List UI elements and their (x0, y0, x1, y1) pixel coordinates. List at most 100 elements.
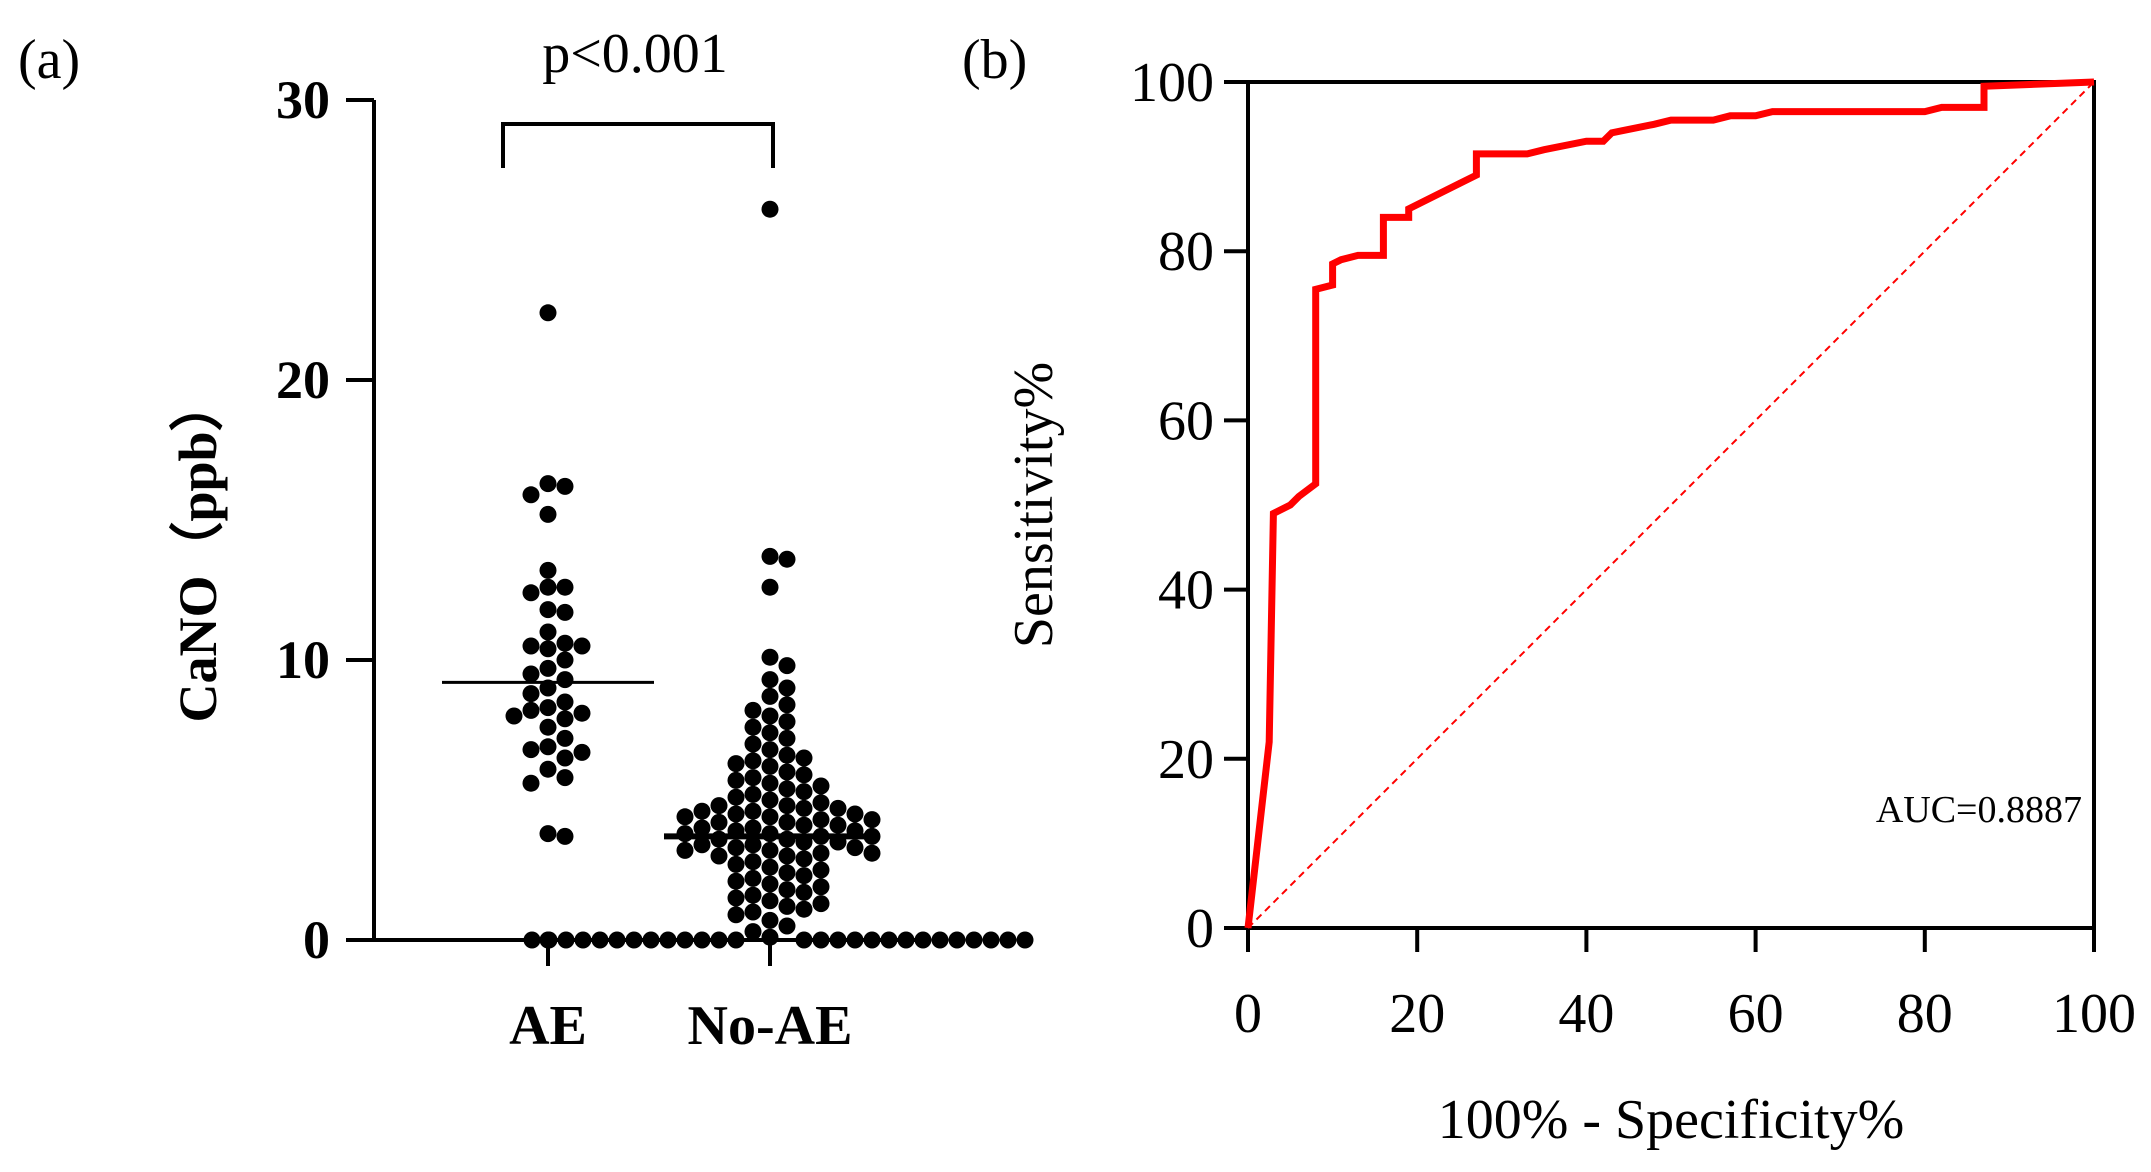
data-point (642, 931, 660, 949)
reference-diagonal (1247, 81, 2095, 929)
significance-bracket (501, 122, 775, 168)
data-point (539, 760, 557, 778)
data-point (727, 855, 745, 873)
data-point (778, 813, 796, 831)
y-tick-label-b: 60 (1158, 390, 1214, 452)
data-point (778, 657, 796, 675)
data-point (1016, 931, 1034, 949)
data-point (727, 771, 745, 789)
data-point (522, 486, 540, 504)
data-point (795, 799, 813, 817)
data-point (948, 931, 966, 949)
x-tick-label-b: 20 (1389, 983, 1445, 1045)
data-point (829, 816, 847, 834)
data-point (761, 757, 779, 775)
x-tick-label-b: 100 (2052, 983, 2136, 1045)
data-point (795, 850, 813, 868)
data-point (795, 749, 813, 767)
data-point (744, 853, 762, 871)
data-point (573, 743, 591, 761)
p-value-annotation: p<0.001 (542, 23, 728, 85)
data-point (761, 578, 779, 596)
data-point (812, 844, 830, 862)
y-tick-label-a: 10 (276, 630, 330, 690)
y-tick-label-b: 0 (1186, 898, 1214, 960)
data-point (778, 780, 796, 798)
x-tick-label-b: 60 (1728, 983, 1784, 1045)
data-point (761, 858, 779, 876)
data-point (573, 704, 591, 722)
data-point (744, 701, 762, 719)
data-point (863, 811, 881, 829)
data-point (795, 766, 813, 784)
roc-curve (1244, 78, 2095, 929)
data-point (659, 931, 677, 949)
y-axis-title-b: Sensitivity% (1003, 362, 1065, 648)
plot-frame-b (1246, 80, 2096, 930)
data-point (539, 601, 557, 619)
data-point (676, 841, 694, 859)
data-point (795, 867, 813, 885)
data-point (999, 931, 1017, 949)
data-point (744, 769, 762, 787)
data-point (812, 794, 830, 812)
data-point (761, 741, 779, 759)
data-point (727, 839, 745, 857)
data-point (676, 808, 694, 826)
data-point (744, 836, 762, 854)
y-tick-label-a: 0 (303, 910, 330, 970)
data-point (727, 788, 745, 806)
data-point (761, 892, 779, 910)
data-point (727, 906, 745, 924)
data-point (539, 561, 557, 579)
data-point (693, 819, 711, 837)
data-point (556, 769, 574, 787)
data-point (914, 931, 932, 949)
data-point (556, 578, 574, 596)
auc-annotation: AUC=0.8887 (1876, 789, 2082, 831)
data-point (880, 931, 898, 949)
data-point (727, 755, 745, 773)
data-point (778, 763, 796, 781)
data-point (710, 813, 728, 831)
data-point (812, 777, 830, 795)
data-point (523, 931, 541, 949)
x-tick-label-b: 0 (1234, 983, 1262, 1045)
data-point (556, 827, 574, 845)
data-point (539, 475, 557, 493)
data-point (744, 923, 762, 941)
data-point (727, 931, 745, 949)
data-point (778, 797, 796, 815)
data-point (761, 707, 779, 725)
data-point (778, 881, 796, 899)
data-point (829, 931, 847, 949)
data-point (965, 931, 983, 949)
data-point (505, 707, 523, 725)
data-point (761, 687, 779, 705)
data-point (693, 931, 711, 949)
y-axis-title-a: CaNO（ppb） (168, 377, 228, 722)
data-point (539, 718, 557, 736)
data-point (812, 878, 830, 896)
data-point (812, 811, 830, 829)
data-point (778, 729, 796, 747)
data-point (744, 802, 762, 820)
data-point (795, 900, 813, 918)
data-point (744, 752, 762, 770)
data-point (539, 659, 557, 677)
data-point (761, 774, 779, 792)
data-point (676, 931, 694, 949)
data-point (778, 897, 796, 915)
data-point (761, 200, 779, 218)
data-point (761, 928, 779, 946)
panel-b: (b) 0 20 40 60 80 100 0 20 40 60 80 100 Sensitivit… (962, 29, 2136, 1151)
panel-a: (a) p<0.001 0 10 20 30 CaNO（ppb） AE No-AE (18, 23, 1034, 1057)
x-tick-label-b: 40 (1558, 983, 1614, 1045)
data-point (778, 746, 796, 764)
data-point (897, 931, 915, 949)
data-point (522, 665, 540, 683)
data-point (539, 738, 557, 756)
data-point (846, 931, 864, 949)
data-point (846, 805, 864, 823)
